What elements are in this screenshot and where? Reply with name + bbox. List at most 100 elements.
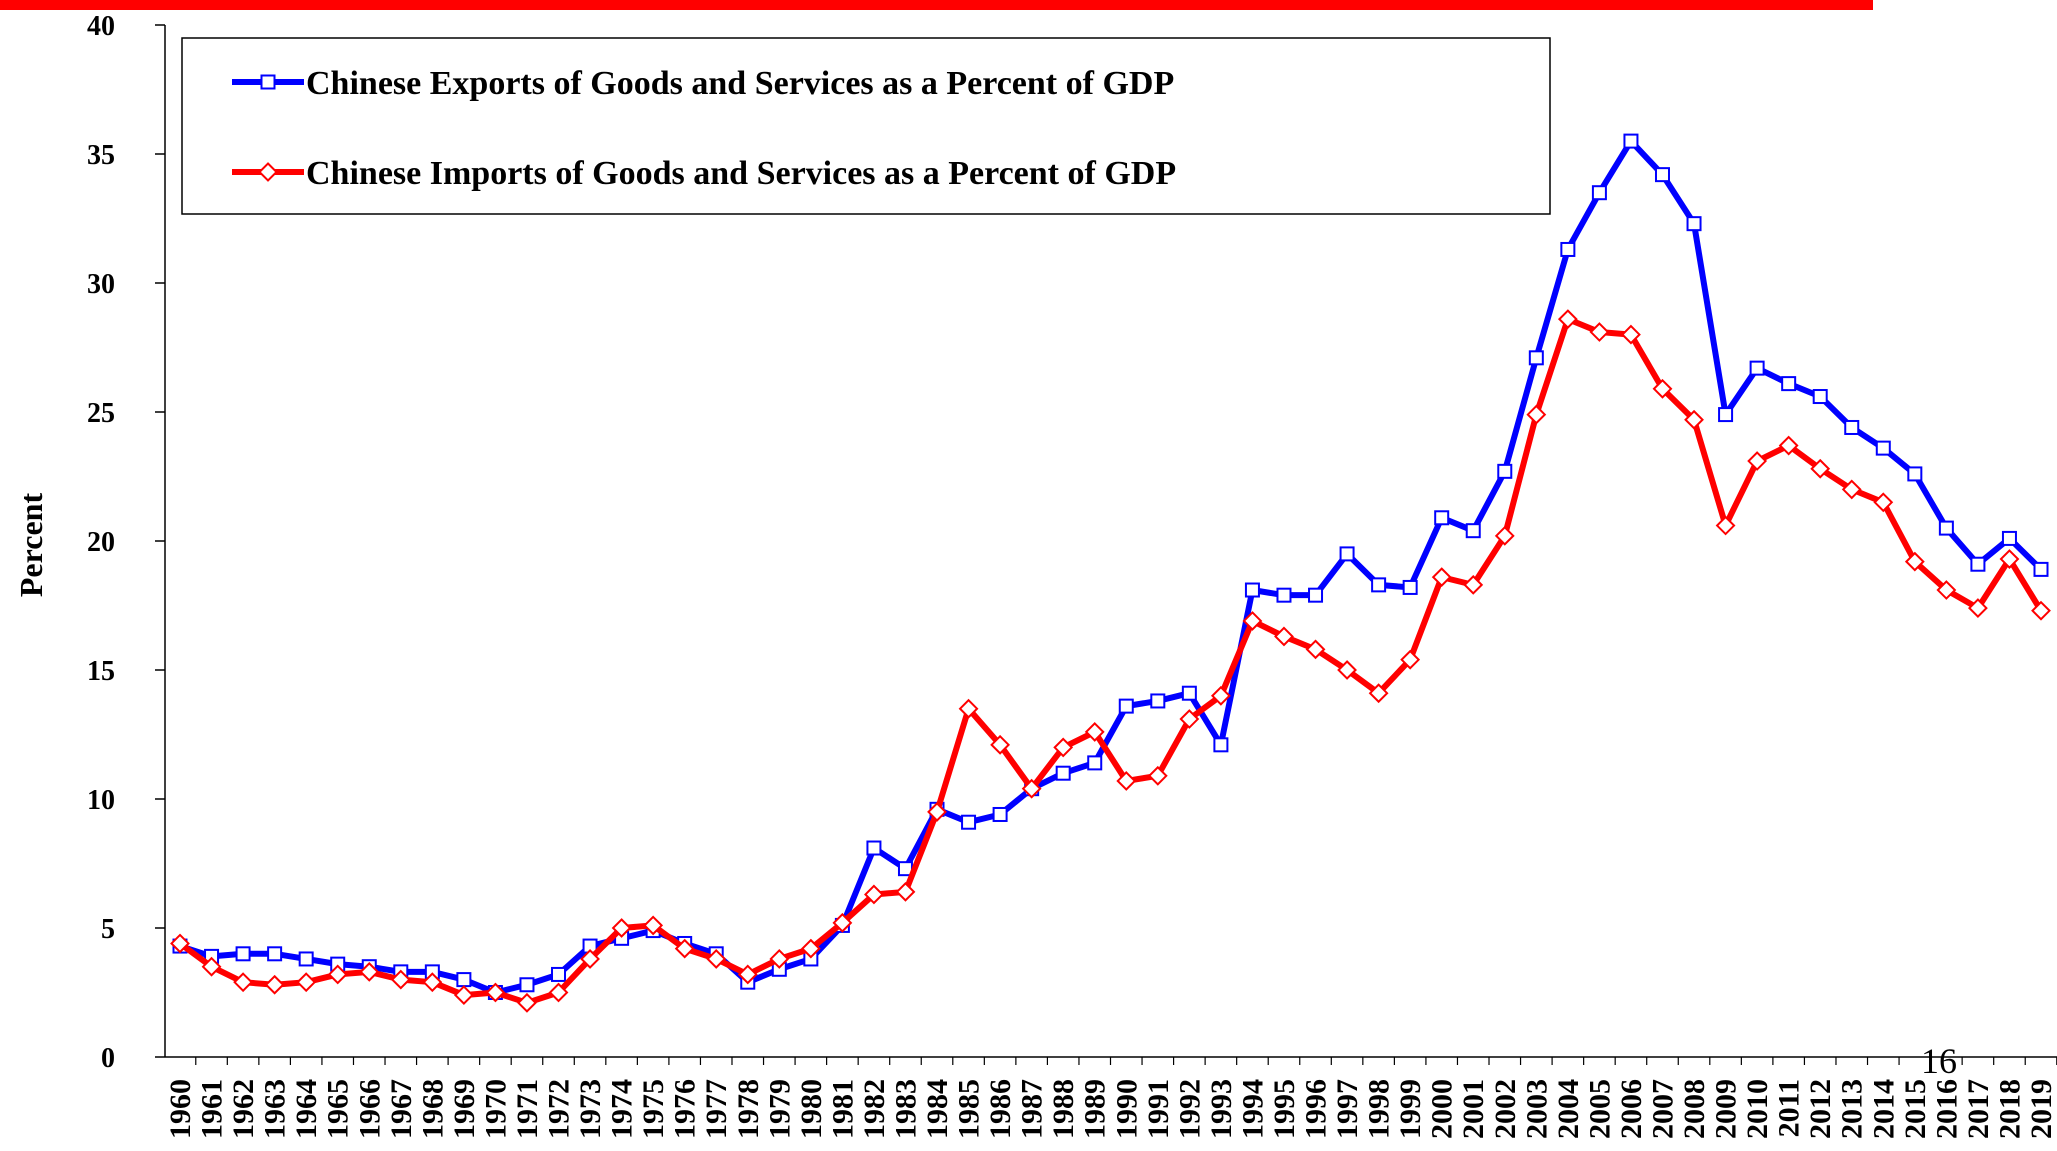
marker	[800, 938, 821, 959]
marker	[1526, 404, 1547, 425]
marker	[1875, 440, 1891, 456]
x-tick-label: 2017	[1962, 1079, 1995, 1139]
marker	[1999, 549, 2020, 569]
marker	[1904, 551, 1925, 572]
marker	[990, 734, 1011, 755]
marker	[643, 915, 664, 936]
marker	[1431, 567, 1452, 588]
legend-box	[181, 37, 1551, 215]
marker	[1371, 577, 1387, 593]
marker	[674, 938, 695, 959]
marker	[1084, 722, 1105, 742]
marker	[422, 972, 443, 993]
marker	[2031, 600, 2051, 621]
marker	[1718, 407, 1734, 423]
x-tick-label: 2010	[1741, 1079, 1774, 1139]
marker	[1305, 639, 1326, 660]
marker	[1116, 771, 1137, 791]
marker	[260, 74, 276, 90]
marker	[1970, 556, 1986, 572]
x-tick-label: 2009	[1710, 1079, 1743, 1139]
marker	[1087, 755, 1103, 771]
x-tick-label: 2001	[1457, 1079, 1490, 1139]
marker	[737, 964, 758, 985]
marker	[298, 951, 314, 967]
x-tick-label: 1980	[795, 1079, 828, 1139]
marker	[769, 949, 790, 969]
marker	[1684, 409, 1704, 430]
x-tick-label: 1975	[637, 1079, 670, 1139]
x-tick-label: 1991	[1142, 1079, 1175, 1139]
marker	[1747, 451, 1768, 471]
marker	[327, 964, 348, 985]
marker	[961, 814, 977, 830]
y-tick-label: 30	[87, 269, 115, 300]
x-tick-label: 1962	[227, 1079, 260, 1139]
x-tick-label: 1995	[1268, 1079, 1301, 1139]
x-tick-label: 1976	[669, 1079, 702, 1139]
x-tick-label: 2016	[1930, 1079, 1963, 1139]
marker	[927, 801, 947, 822]
marker	[1337, 660, 1357, 680]
marker	[1907, 466, 1923, 482]
y-tick-label: 0	[101, 1043, 115, 1074]
legend-label: Chinese Imports of Goods and Services as…	[306, 155, 1176, 192]
marker	[1938, 520, 1954, 536]
x-tick-label: 2011	[1773, 1079, 1806, 1137]
marker	[359, 961, 380, 982]
x-tick-label: 1964	[290, 1079, 323, 1139]
y-tick-label: 5	[101, 914, 115, 945]
marker	[1181, 685, 1197, 701]
x-tick-label: 1989	[1079, 1079, 1112, 1139]
marker	[1021, 778, 1042, 799]
x-tick-label: 2007	[1646, 1079, 1679, 1139]
marker	[1400, 649, 1421, 670]
marker	[258, 162, 278, 182]
marker	[1276, 587, 1292, 603]
marker	[1368, 683, 1389, 704]
marker	[1150, 693, 1166, 709]
x-tick-label: 1999	[1394, 1079, 1427, 1139]
x-tick-label: 1970	[479, 1079, 512, 1139]
marker	[1055, 765, 1071, 781]
y-tick-label: 35	[87, 140, 115, 171]
marker	[1841, 479, 1862, 500]
marker	[1749, 360, 1765, 376]
x-tick-label: 1966	[353, 1079, 386, 1139]
x-tick-label: 1979	[763, 1079, 796, 1139]
marker	[267, 946, 283, 962]
x-tick-label: 1992	[1173, 1079, 1206, 1139]
marker	[611, 918, 632, 938]
y-axis-label: Percent	[13, 493, 49, 598]
y-tick-label: 15	[87, 656, 115, 687]
marker	[866, 840, 882, 856]
marker	[1560, 241, 1576, 257]
marker	[551, 966, 567, 982]
marker	[864, 884, 884, 905]
x-tick-label: 1984	[921, 1079, 954, 1139]
marker	[1402, 579, 1418, 595]
x-tick-label: 1968	[416, 1079, 449, 1139]
marker	[1244, 582, 1260, 598]
marker	[390, 969, 411, 990]
marker	[992, 806, 1008, 822]
marker	[1118, 698, 1134, 714]
marker	[580, 949, 600, 969]
x-tick-label: 1983	[889, 1079, 922, 1139]
marker	[1147, 765, 1168, 786]
x-tick-label: 1960	[164, 1079, 197, 1139]
marker	[1179, 709, 1200, 729]
x-tick-label: 1965	[322, 1079, 355, 1139]
marker	[517, 992, 537, 1013]
x-tick-label: 1967	[385, 1079, 418, 1139]
marker	[1210, 685, 1231, 706]
x-tick-label: 2002	[1489, 1079, 1522, 1139]
marker	[1242, 611, 1263, 631]
x-tick-label: 2014	[1867, 1079, 1900, 1139]
marker	[296, 972, 317, 993]
x-tick-label: 1982	[858, 1079, 891, 1139]
x-tick-label: 1994	[1236, 1079, 1269, 1139]
marker	[2033, 561, 2049, 577]
marker	[1053, 737, 1074, 758]
